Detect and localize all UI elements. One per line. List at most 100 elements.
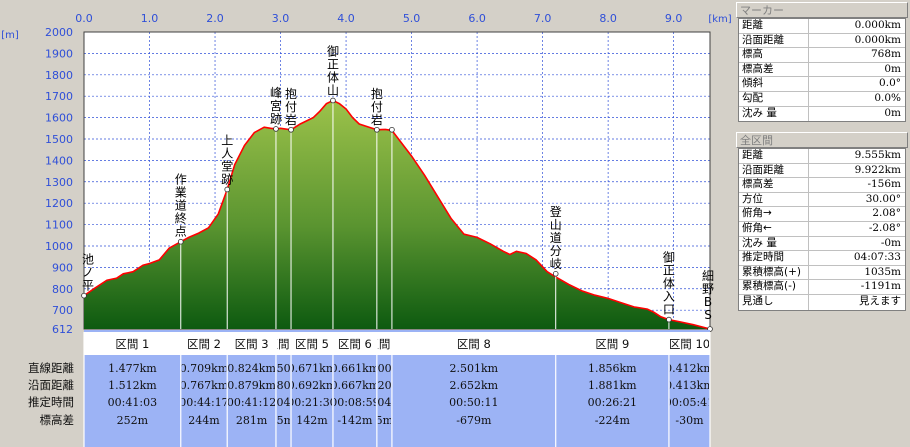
total-value: 04:07:33 xyxy=(853,251,901,264)
section-value: 142m xyxy=(296,414,328,427)
marker-row: 標高 768m xyxy=(739,48,905,63)
waypoint-label-text: 上人堂跡 xyxy=(221,133,233,186)
marker-key: 沈み 量 xyxy=(739,106,809,122)
section-value: 00:21:30 xyxy=(287,396,336,409)
waypoint-label: 抱付岩 xyxy=(371,86,383,127)
section-column[interactable]: 区間 9 1.856km 1.881km 00:26:21 -224m xyxy=(555,332,637,447)
y-tick-label: 1800 xyxy=(45,69,73,82)
total-row: 標高差 -156m xyxy=(739,178,905,193)
section-label: 区間 2 xyxy=(187,337,221,351)
section-column[interactable]: 区間 2 0.709km 0.767km 00:44:17 244m xyxy=(179,332,229,447)
section-value: -679m xyxy=(456,414,492,427)
total-value: -0m xyxy=(880,236,901,249)
total-panel-title: 全区間 xyxy=(736,132,908,148)
section-value: 0.667km xyxy=(331,379,380,392)
marker-row: 距離 0.000km xyxy=(739,19,905,34)
marker-point[interactable] xyxy=(81,292,87,299)
section-value: 0.692km xyxy=(288,379,337,392)
section-value: 00:05:41 xyxy=(665,396,714,409)
waypoint-label-text: 登山道分岐 xyxy=(550,204,562,271)
section-column[interactable]: 区間 8 2.501km 2.652km 00:50:11 -679m xyxy=(391,332,499,447)
section-column[interactable]: 区間 4 0.250km 0.280km 00:04:00 -5m xyxy=(259,332,309,447)
elevation-profile-chart[interactable]: 0.0 1.0 2.0 3.0 4.0 5.0 6.0 7.0 8.0 9.0 [km] [m] … xyxy=(0,0,735,447)
total-row: 俯角← -2.08° xyxy=(739,221,905,237)
y-tick-label: 612 xyxy=(52,323,73,336)
marker-point[interactable] xyxy=(666,316,672,323)
total-value: 1035m xyxy=(864,265,901,278)
total-key: 方位 xyxy=(739,192,809,207)
y-tick-label: 1900 xyxy=(45,47,73,60)
section-value: -30m xyxy=(675,414,704,427)
waypoint-label: 作業道終点 xyxy=(175,173,187,239)
marker-point[interactable] xyxy=(374,126,380,133)
waypoint-label-text: 細野 B S xyxy=(702,269,714,322)
section-value: -5m xyxy=(273,414,295,427)
section-label: 区間 4 xyxy=(267,337,301,351)
section-value: 0.413km xyxy=(665,379,714,392)
waypoint-label: 池ノ平 xyxy=(82,253,94,293)
marker-point[interactable] xyxy=(330,97,336,104)
total-key: 沿面距離 xyxy=(739,163,809,178)
section-marker-lines xyxy=(81,97,713,332)
total-row: 沈み 量 -0m xyxy=(739,236,905,252)
section-column[interactable]: 区間 5 0.671km 0.692km 00:21:30 142m xyxy=(287,332,337,447)
y-tick-label: 1200 xyxy=(45,197,73,210)
waypoint-label: 御正体山 xyxy=(327,43,339,97)
total-value: 9.922km xyxy=(854,163,901,176)
section-column[interactable]: 区間 3 0.824km 0.879km 00:41:12 281m xyxy=(226,332,277,447)
marker-point[interactable] xyxy=(177,238,184,245)
section-value: 00:08:59 xyxy=(330,396,379,409)
waypoint-label-text: 池ノ平 xyxy=(82,253,94,293)
total-panel: 全区間 距離 9.555km 沿面距離 9.922km 標高差 -156m 方位 30.00°… xyxy=(736,132,908,311)
section-value: 0.709km xyxy=(180,362,229,375)
section-label: 区間 7 xyxy=(367,337,401,351)
section-value: 1.881km xyxy=(588,379,637,392)
marker-key: 標高 xyxy=(739,48,809,62)
total-value: 見えます xyxy=(859,294,901,307)
section-column[interactable]: 区間 7 0.200km 0.220km 00:04:00 5m xyxy=(360,332,410,447)
y-tick-label: 2000 xyxy=(45,26,73,39)
section-label: 区間 5 xyxy=(295,337,329,351)
x-tick-label: 9.0 xyxy=(665,12,683,25)
section-label: 区間 8 xyxy=(457,337,491,351)
marker-point[interactable] xyxy=(389,126,395,133)
section-cells: 区間 1 1.477km 1.512km 00:41:03 252m 区間 2 0.709k… xyxy=(83,332,715,447)
total-key: 沈み 量 xyxy=(739,236,809,251)
marker-key: 傾斜 xyxy=(739,77,809,91)
section-label: 区間 9 xyxy=(595,337,629,351)
marker-point[interactable] xyxy=(224,186,231,193)
section-column[interactable]: 区間 1 1.477km 1.512km 00:41:03 252m xyxy=(83,332,157,447)
section-value: 0.200km xyxy=(360,362,409,375)
row-label: 推定時間 xyxy=(28,395,74,409)
marker-point[interactable] xyxy=(288,126,294,133)
x-tick-label: 4.0 xyxy=(337,12,355,25)
waypoint-label-text: 抱付岩 xyxy=(285,86,297,127)
section-value: 00:41:03 xyxy=(108,396,157,409)
marker-row: 沈み 量 0m xyxy=(739,106,905,122)
y-tick-label: 1400 xyxy=(45,154,73,167)
section-column[interactable]: 区間 6 0.661km 0.667km 00:08:59 -142m xyxy=(330,332,380,447)
y-tick-label: 1600 xyxy=(45,112,73,125)
waypoint-label: 峰宮跡 xyxy=(270,86,282,126)
marker-point[interactable] xyxy=(552,270,559,277)
marker-key: 標高差 xyxy=(739,62,809,77)
waypoint-label: 抱付岩 xyxy=(285,86,297,127)
total-value: -1191m xyxy=(860,280,901,293)
total-key: 俯角→ xyxy=(739,207,809,221)
marker-table: 距離 0.000km 沿面距離 0.000km 標高 768m 標高差 0m 傾斜 0.0° 勾配 0… xyxy=(738,18,906,123)
y-tick-label: 1100 xyxy=(45,219,73,232)
x-tick-label: 7.0 xyxy=(534,12,552,25)
section-value: 0.671km xyxy=(288,362,337,375)
section-value: 0.824km xyxy=(227,362,276,375)
total-row: 累積標高(-) -1191m xyxy=(739,280,905,295)
marker-row: 傾斜 0.0° xyxy=(739,77,905,92)
x-tick-label: 0.0 xyxy=(75,12,93,25)
waypoint-label: 登山道分岐 xyxy=(550,204,562,271)
waypoint-label-text: 峰宮跡 xyxy=(270,86,282,126)
marker-point[interactable] xyxy=(273,126,279,132)
marker-panel: マーカー 距離 0.000km 沿面距離 0.000km 標高 768m 標高差 0m 傾斜 0.… xyxy=(736,2,908,123)
section-column[interactable]: 区間 10 0.412km 0.413km 00:05:41 -30m xyxy=(665,332,715,447)
section-value: 281m xyxy=(236,414,268,427)
total-table: 距離 9.555km 沿面距離 9.922km 標高差 -156m 方位 30.00° 俯角→ 2… xyxy=(738,148,906,311)
